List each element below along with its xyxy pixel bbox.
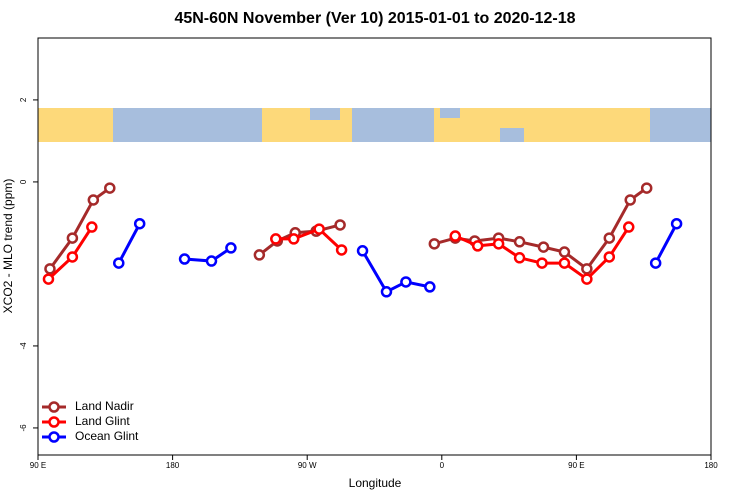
point xyxy=(380,286,393,298)
point xyxy=(42,273,55,285)
x-tick-label: 90 E xyxy=(30,461,46,470)
x-tick-label: 180 xyxy=(704,461,718,470)
point xyxy=(205,255,218,267)
point xyxy=(400,276,412,288)
legend-label: Land Glint xyxy=(75,414,130,428)
y-tick-label: -6 xyxy=(19,424,28,432)
point xyxy=(66,232,79,244)
legend-marker xyxy=(48,416,60,428)
point xyxy=(581,263,593,275)
x-tick-label: 90 E xyxy=(568,461,584,470)
point xyxy=(356,245,369,257)
point xyxy=(66,251,79,263)
plot-frame xyxy=(37,37,712,456)
x-tick-label: 90 W xyxy=(298,461,317,470)
point xyxy=(492,238,505,250)
point xyxy=(113,257,125,269)
point xyxy=(270,233,282,245)
point xyxy=(513,236,526,248)
map-band xyxy=(38,108,711,142)
point xyxy=(536,257,548,269)
point xyxy=(622,221,635,233)
point xyxy=(513,252,526,264)
bay xyxy=(310,108,340,120)
land xyxy=(434,108,650,142)
point xyxy=(178,253,191,265)
point xyxy=(87,194,100,206)
point xyxy=(86,221,98,233)
point xyxy=(449,230,462,242)
point xyxy=(640,182,653,194)
point xyxy=(253,249,266,261)
x-tick-label: 0 xyxy=(440,461,445,470)
chart-title: 45N-60N November (Ver 10) 2015-01-01 to … xyxy=(174,10,575,27)
point xyxy=(558,246,571,258)
point xyxy=(334,219,346,231)
point xyxy=(581,273,593,285)
y-tick-label: -4 xyxy=(19,342,28,350)
y-tick-label: 0 xyxy=(19,179,28,184)
land xyxy=(38,108,113,142)
point xyxy=(603,232,616,244)
point xyxy=(649,257,662,269)
point xyxy=(424,281,436,293)
point xyxy=(104,182,116,194)
legend-marker xyxy=(48,401,60,413)
point xyxy=(558,257,571,269)
legend-marker xyxy=(48,431,60,443)
point xyxy=(44,263,56,275)
legend-label: Ocean Glint xyxy=(75,429,139,443)
point xyxy=(133,217,146,230)
legend-label: Land Nadir xyxy=(75,399,134,413)
x-tick-label: 180 xyxy=(166,461,180,470)
sea xyxy=(440,108,460,118)
point xyxy=(603,251,616,263)
point xyxy=(471,240,484,252)
point xyxy=(428,238,441,250)
x-axis-label: Longitude xyxy=(349,476,402,490)
y-tick-label: 2 xyxy=(19,97,28,102)
point xyxy=(287,233,300,245)
point xyxy=(313,223,325,235)
point xyxy=(537,241,550,253)
point xyxy=(624,194,636,206)
point xyxy=(670,217,683,230)
point xyxy=(225,242,237,254)
point xyxy=(335,244,348,256)
y-axis-label: XCO2 - MLO trend (ppm) xyxy=(1,179,15,314)
sea xyxy=(500,128,524,142)
